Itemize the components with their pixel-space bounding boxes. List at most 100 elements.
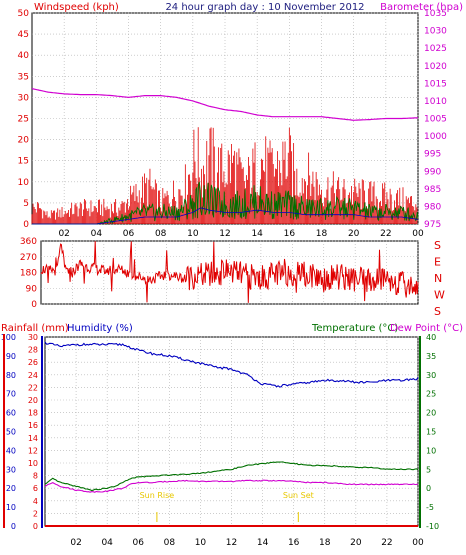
x-tick-label: 18 bbox=[316, 229, 328, 239]
windspeed-tick-label: 15 bbox=[18, 157, 29, 167]
barometer-tick-label: 1000 bbox=[424, 132, 447, 142]
compass-label: E bbox=[434, 256, 441, 269]
humidity-tick-label: 90 bbox=[6, 352, 16, 361]
barometer-tick-label: 1015 bbox=[424, 79, 447, 89]
barometer-tick-label: 1010 bbox=[424, 97, 447, 107]
x-tick-label: 00 bbox=[412, 229, 424, 239]
temperature-tick-label: 10 bbox=[426, 446, 436, 455]
temp-hum-marks bbox=[44, 341, 419, 527]
rainfall-tick-label: 20 bbox=[28, 396, 38, 405]
temperature-tick-label: 15 bbox=[426, 428, 436, 437]
x-tick-label: 14 bbox=[251, 229, 263, 239]
temperature-tick-label: 25 bbox=[426, 390, 436, 399]
windspeed-tick-label: 45 bbox=[18, 30, 29, 40]
humidity-tick-label: 50 bbox=[6, 428, 16, 437]
x-tick-label: 08 bbox=[155, 229, 167, 239]
sunset-label: Sun Set bbox=[283, 491, 314, 500]
humidity-line bbox=[44, 341, 419, 388]
temperature-tick-label: -10 bbox=[426, 522, 439, 531]
compass-label: N bbox=[434, 272, 442, 285]
barometer-tick-label: 1020 bbox=[424, 62, 447, 72]
temperature-tick-label: 5 bbox=[426, 465, 431, 474]
rainfall-tick-label: 4 bbox=[33, 497, 38, 506]
rainfall-tick-label: 12 bbox=[28, 446, 38, 455]
barometer-tick-label: 975 bbox=[424, 220, 441, 230]
humidity-tick-label: 80 bbox=[6, 371, 16, 380]
windspeed-tick-label: 35 bbox=[18, 72, 29, 82]
humidity-tick-label: 40 bbox=[6, 446, 16, 455]
barometer-tick-label: 1025 bbox=[424, 44, 447, 54]
windspeed-tick-label: 50 bbox=[18, 9, 30, 19]
x-tick-label: 02 bbox=[70, 538, 81, 548]
x-tick-label: 22 bbox=[380, 229, 391, 239]
windspeed-tick-label: 30 bbox=[18, 93, 30, 103]
rainfall-tick-label: 22 bbox=[28, 383, 38, 392]
barometer-tick-label: 990 bbox=[424, 167, 441, 177]
wind-baro-grid bbox=[32, 12, 419, 225]
direction-tick-label: 90 bbox=[26, 284, 38, 294]
barometer-tick-label: 995 bbox=[424, 150, 441, 160]
wind-baro-marks bbox=[31, 88, 419, 225]
humidity-tick-label: 10 bbox=[6, 503, 16, 512]
compass-label: S bbox=[434, 239, 441, 252]
windspeed-tick-label: 25 bbox=[18, 115, 29, 125]
x-tick-label: 20 bbox=[348, 229, 360, 239]
windspeed-axis-label: Windspeed (kph) bbox=[34, 2, 119, 13]
barometer-tick-label: 1005 bbox=[424, 115, 447, 125]
barometer-tick-labels: 975 980 985 990 995 1000 1005 1010 1015 1020 1025 1… bbox=[424, 9, 447, 230]
rainfall-tick-label: 10 bbox=[28, 459, 38, 468]
x-tick-label: 12 bbox=[226, 538, 237, 548]
temperature-line bbox=[44, 461, 419, 492]
humidity-tick-label: 100 bbox=[1, 333, 16, 342]
windspeed-tick-label: 0 bbox=[23, 220, 29, 230]
humidity-axis-label: Humidity (%) bbox=[67, 323, 133, 334]
rainfall-tick-label: 0 bbox=[33, 522, 38, 531]
x-tick-label: 10 bbox=[187, 229, 199, 239]
dewpoint-axis-label: Dew Point (°C) bbox=[390, 323, 463, 334]
windspeed-tick-label: 5 bbox=[23, 199, 29, 209]
temperature-tick-label: -5 bbox=[426, 503, 434, 512]
temperature-tick-label: 35 bbox=[426, 352, 436, 361]
temp-hum-panel: Sun Rise Sun Set 024681012141618202224262… bbox=[1, 323, 463, 548]
wind-direction-line bbox=[40, 241, 419, 303]
chart-title: 24 hour graph day : 10 November 2012 bbox=[165, 2, 364, 13]
temp-hum-x-tick-labels: 02 04 06 08 10 12 14 16 18 20 22 00 bbox=[70, 538, 424, 548]
barometer-tick-label: 1030 bbox=[424, 27, 447, 37]
direction-tick-label: 270 bbox=[20, 253, 37, 263]
windspeed-tick-label: 40 bbox=[18, 51, 30, 61]
direction-tick-label: 180 bbox=[20, 269, 37, 279]
humidity-tick-label: 20 bbox=[6, 484, 16, 493]
humidity-tick-label: 70 bbox=[6, 390, 16, 399]
rainfall-tick-label: 6 bbox=[33, 484, 38, 493]
x-tick-label: 14 bbox=[257, 538, 269, 548]
wind-average-line bbox=[32, 207, 419, 225]
humidity-tick-labels: 0 10 20 30 40 50 60 70 80 90 100 bbox=[1, 333, 16, 531]
barometer-tick-label: 980 bbox=[424, 202, 441, 212]
rainfall-tick-label: 2 bbox=[33, 509, 38, 518]
windspeed-tick-labels: 0 5 10 15 20 25 30 35 40 45 50 bbox=[18, 9, 30, 230]
rainfall-axis-label: Rainfall (mm) bbox=[1, 323, 69, 334]
temperature-tick-label: 30 bbox=[426, 371, 436, 380]
x-tick-label: 20 bbox=[350, 538, 362, 548]
rainfall-tick-label: 26 bbox=[28, 358, 38, 367]
humidity-tick-label: 60 bbox=[6, 409, 16, 418]
direction-degree-tick-labels: 0 90 180 270 360 bbox=[20, 237, 37, 310]
wind-baro-x-tick-labels: 02 04 06 08 10 12 14 16 18 20 22 00 bbox=[58, 229, 424, 239]
temperature-tick-labels: -10 -5 0 5 10 15 20 25 30 35 40 bbox=[426, 333, 439, 531]
x-tick-label: 10 bbox=[195, 538, 207, 548]
rainfall-tick-label: 28 bbox=[28, 346, 38, 355]
temperature-tick-label: 20 bbox=[426, 409, 436, 418]
dewpoint-line bbox=[44, 479, 419, 493]
direction-tick-label: 0 bbox=[31, 300, 37, 310]
x-tick-label: 08 bbox=[164, 538, 176, 548]
barometer-tick-label: 1035 bbox=[424, 9, 447, 19]
x-tick-label: 04 bbox=[91, 229, 103, 239]
rainfall-tick-label: 24 bbox=[28, 371, 38, 380]
temperature-tick-label: 0 bbox=[426, 484, 431, 493]
direction-tick-label: 360 bbox=[20, 237, 37, 247]
